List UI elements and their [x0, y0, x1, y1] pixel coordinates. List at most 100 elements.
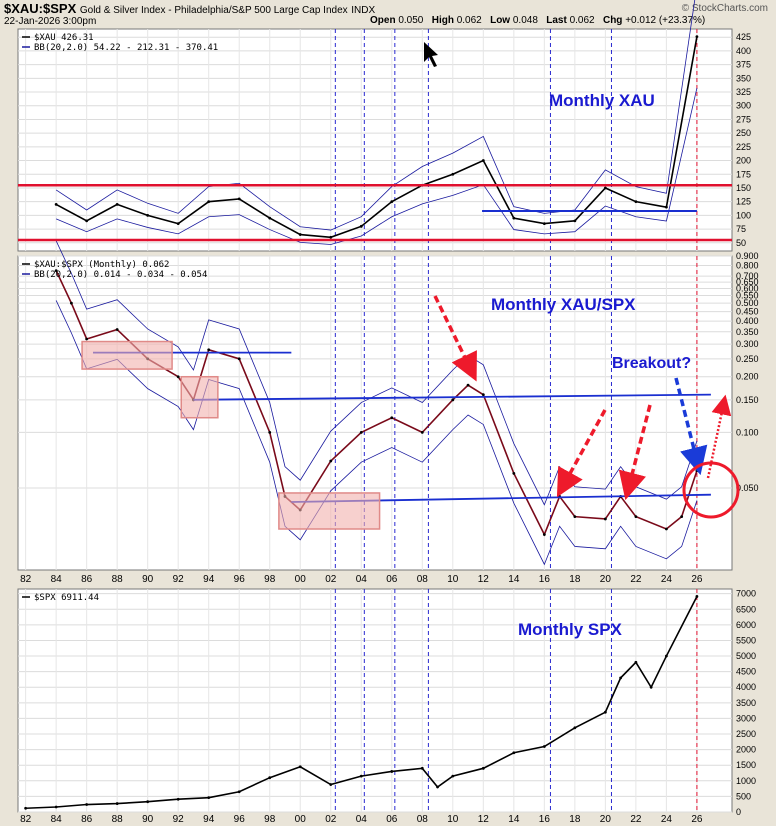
x-tick-label: 24: [661, 814, 673, 825]
y-tick-label: 0.450: [736, 307, 759, 317]
price-point: [115, 802, 119, 805]
price-point: [619, 676, 623, 680]
price-point: [695, 35, 699, 39]
price-point: [268, 430, 272, 434]
x-tick-label: 12: [478, 814, 490, 825]
x-tick-label: 92: [173, 814, 185, 825]
breakout-circle: [682, 461, 740, 519]
price-point: [390, 200, 394, 204]
x-tick-label: 00: [295, 574, 307, 585]
x-tick-label: 96: [234, 574, 246, 585]
price-point: [54, 269, 58, 273]
y-tick-label: 6000: [736, 620, 756, 630]
x-tick-label: 08: [417, 574, 429, 585]
y-tick-label: 325: [736, 87, 751, 97]
price-point: [451, 172, 455, 176]
y-tick-label: 250: [736, 128, 751, 138]
y-tick-label: 1500: [736, 760, 756, 770]
price-point: [115, 328, 119, 331]
x-tick-label: 04: [356, 814, 368, 825]
price-point: [603, 710, 607, 714]
y-tick-label: 4500: [736, 667, 756, 677]
price-point: [512, 216, 516, 220]
x-tick-label: 90: [142, 814, 154, 825]
y-tick-label: 0.200: [736, 372, 759, 382]
chg-label: Chg: [602, 15, 623, 26]
price-point: [359, 774, 363, 778]
x-tick-label: 98: [264, 574, 276, 585]
price-point: [436, 785, 439, 789]
chg-value: +0.012 (+23.37%): [625, 15, 706, 26]
y-tick-label: 300: [736, 101, 751, 111]
x-tick-label: 98: [264, 814, 276, 825]
x-tick-label: 04: [356, 574, 368, 585]
y-tick-label: 0.500: [736, 298, 759, 308]
y-tick-label: 0.150: [736, 395, 759, 405]
y-tick-label: 2500: [736, 729, 756, 739]
price-point: [512, 751, 516, 755]
price-point: [115, 203, 119, 206]
low-value: 0.048: [512, 15, 538, 26]
price-point: [176, 797, 180, 801]
price-point: [237, 357, 241, 361]
exchange-label: INDX: [351, 5, 376, 16]
bollinger-band: [55, 87, 698, 245]
price-point: [237, 197, 241, 201]
price-point: [451, 774, 455, 778]
last-label: Last: [546, 15, 567, 26]
price-point: [359, 224, 363, 228]
y-tick-label: 400: [736, 46, 751, 56]
x-tick-label: 06: [386, 814, 398, 825]
price-point: [634, 515, 638, 519]
price-point: [85, 219, 89, 223]
x-tick-label: 26: [691, 814, 703, 825]
legend-entry: $SPX 6911.44: [34, 593, 99, 603]
x-tick-label: 22: [630, 574, 642, 585]
y-tick-label: 0.600: [736, 284, 759, 294]
x-tick-label: 82: [20, 814, 32, 825]
y-tick-label: 275: [736, 114, 751, 124]
x-tick-label: 22: [630, 814, 642, 825]
y-tick-label: 50: [736, 238, 746, 248]
price-point: [329, 235, 333, 239]
price-point: [207, 796, 211, 800]
price-point: [542, 222, 546, 225]
price-point: [542, 745, 546, 748]
x-tick-label: 10: [447, 814, 459, 825]
y-tick-label: 150: [736, 183, 751, 193]
y-tick-label: 175: [736, 169, 751, 179]
last-value: 0.062: [569, 15, 595, 26]
price-point: [176, 375, 180, 379]
y-tick-label: 3500: [736, 698, 756, 708]
x-tick-label: 88: [112, 574, 124, 585]
y-tick-label: 5500: [736, 635, 756, 645]
x-tick-label: 06: [386, 574, 398, 585]
y-tick-label: 0.700: [736, 271, 759, 281]
x-tick-label: 02: [325, 574, 337, 585]
x-tick-label: 26: [691, 574, 703, 585]
x-tick-label: 96: [234, 814, 246, 825]
price-point: [176, 222, 180, 225]
y-tick-label: 0.400: [736, 316, 759, 326]
price-point: [390, 416, 394, 420]
legend-entry: BB(20,2.0) 0.014 - 0.034 - 0.054: [34, 270, 207, 280]
price-point: [85, 803, 89, 806]
x-tick-label: 84: [51, 574, 63, 585]
price-point: [634, 660, 638, 664]
price-point: [481, 766, 485, 770]
y-tick-label: 0.050: [736, 483, 759, 493]
open-value: 0.050: [398, 15, 424, 26]
x-tick-label: 24: [661, 574, 673, 585]
y-tick-label: 0.550: [736, 291, 759, 301]
price-point: [329, 459, 333, 463]
chart-header: $XAU:$SPX Gold & Silver Index - Philadel…: [0, 0, 776, 28]
x-tick-label: 90: [142, 574, 154, 585]
price-point: [481, 159, 485, 162]
price-point: [24, 806, 28, 810]
y-tick-label: 3000: [736, 713, 756, 723]
bollinger-band: [55, 300, 698, 566]
y-tick-label: 0.300: [736, 339, 759, 349]
y-tick-label: 4000: [736, 682, 756, 692]
price-point: [268, 216, 272, 220]
